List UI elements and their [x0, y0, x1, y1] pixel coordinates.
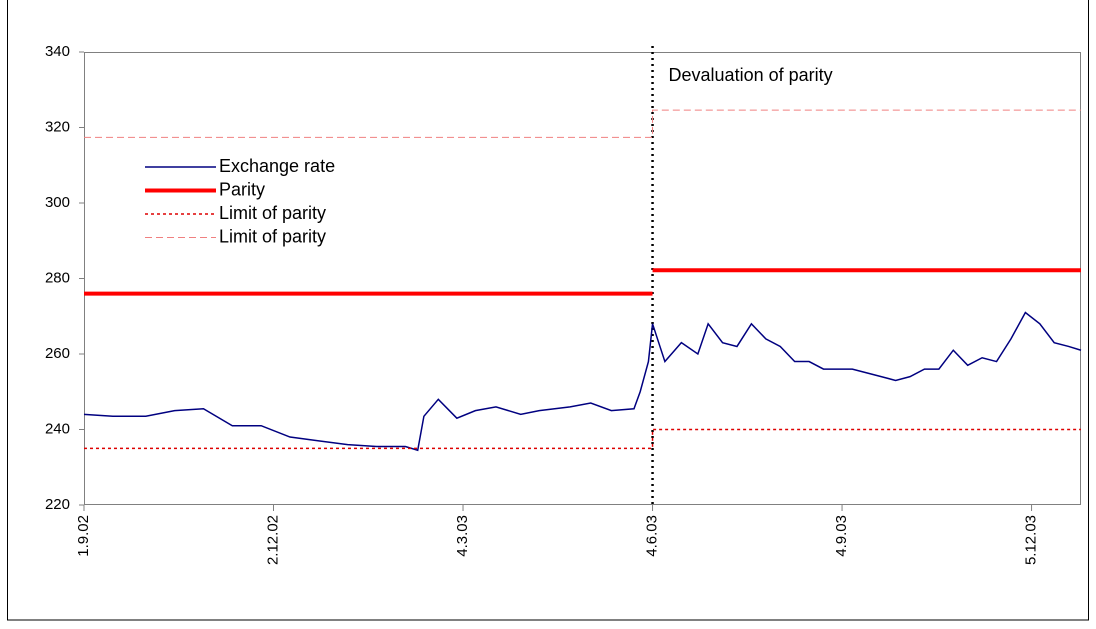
- x-tick-label: 4.3.03: [454, 515, 471, 557]
- y-tick-label: 340: [45, 43, 70, 60]
- legend-label: Limit of parity: [219, 226, 326, 246]
- x-tick-label: 4.9.03: [833, 515, 850, 557]
- y-tick-label: 280: [45, 269, 70, 286]
- legend-label: Parity: [219, 179, 265, 199]
- x-tick-label: 4.6.03: [644, 515, 661, 557]
- legend-label: Limit of parity: [219, 203, 326, 223]
- series-line: [84, 109, 1081, 138]
- y-tick-label: 240: [45, 420, 70, 437]
- x-tick-label: 2.12.02: [264, 515, 281, 565]
- y-tick-label: 260: [45, 345, 70, 362]
- y-tick-label: 220: [45, 496, 70, 513]
- x-tick-label: 5.12.03: [1023, 515, 1040, 565]
- y-tick-label: 300: [45, 194, 70, 211]
- legend-label: Exchange rate: [219, 156, 335, 176]
- series-line: [83, 311, 1082, 452]
- series-line: [84, 428, 1081, 450]
- x-tick-label: 1.9.02: [75, 515, 92, 557]
- series-line: [84, 268, 1081, 296]
- frame: [7, 0, 1089, 621]
- y-tick-label: 320: [45, 118, 70, 135]
- annotation: Devaluation of parity: [669, 65, 833, 85]
- plot-area: [84, 52, 1081, 505]
